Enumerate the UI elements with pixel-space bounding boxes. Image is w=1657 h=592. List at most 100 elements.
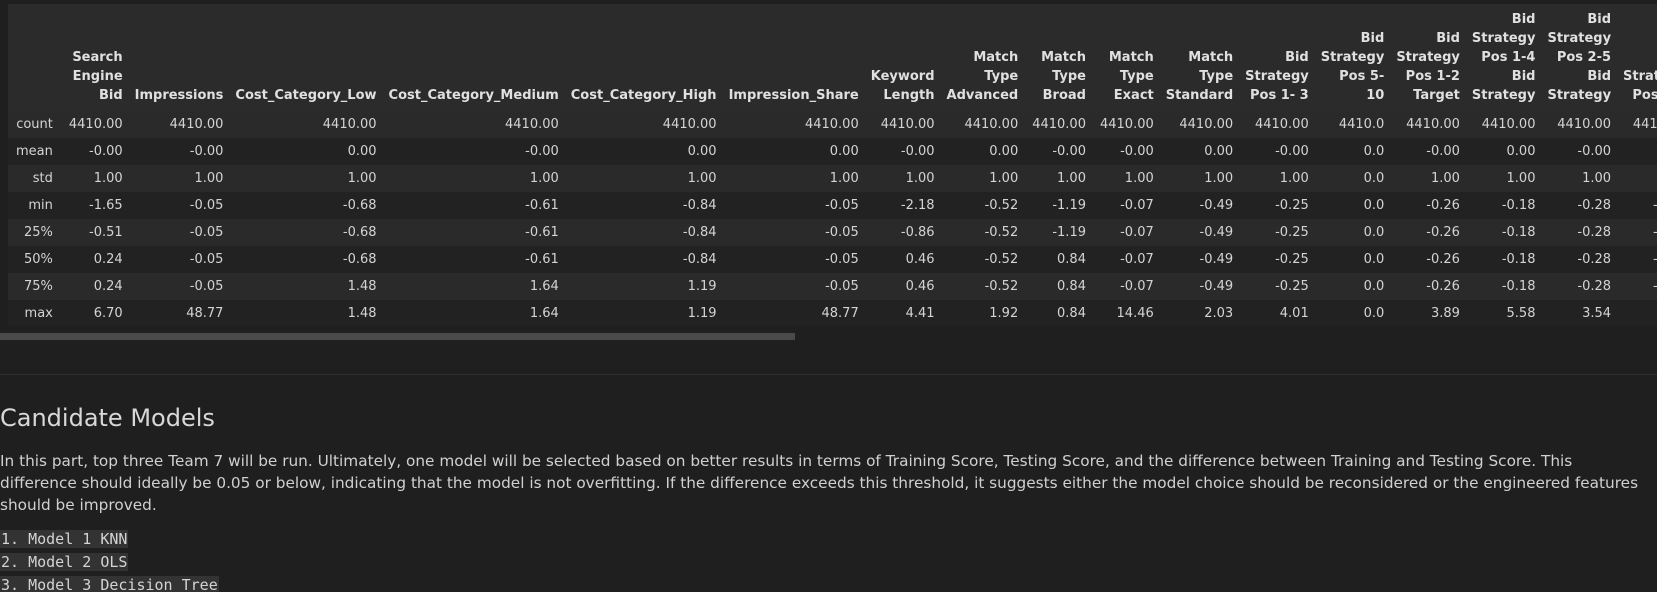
dataframe-container[interactable]: Search Engine Bid Impressions Cost_Categ… — [8, 4, 1657, 326]
table-cell: -0.07 — [1120, 198, 1154, 213]
table-cell: -0.26 — [1426, 279, 1460, 294]
table-cell: -0.61 — [525, 198, 559, 213]
table-cell: 4410.00 — [1254, 117, 1309, 132]
column-header: Cost_Category_Low — [229, 4, 383, 111]
table-cell: 1.00 — [1057, 171, 1086, 186]
table-cell: -0.25 — [1275, 198, 1309, 213]
list-item-code: 1. Model 1 KNN — [0, 530, 129, 548]
table-cell: -0.10 — [1617, 246, 1657, 273]
table-cell: -0.07 — [1120, 279, 1154, 294]
table-cell: -0.61 — [525, 252, 559, 267]
table-cell: 0.46 — [905, 279, 935, 294]
table-cell: -0.05 — [825, 198, 859, 213]
table-cell: -0.05 — [825, 225, 859, 240]
table-cell: -0.07 — [1120, 225, 1154, 240]
table-cell: -1.19 — [1052, 198, 1086, 213]
table-cell: -0.00 — [189, 144, 224, 159]
table-cell: -0.00 — [1275, 144, 1309, 159]
table-cell: -0.68 — [342, 198, 377, 213]
table-cell: -0.07 — [1120, 252, 1154, 267]
table-cell: 5.58 — [1506, 306, 1536, 321]
section-paragraph: In this part, top three Team 7 will be r… — [0, 452, 1639, 514]
list-item-code: 2. Model 2 OLS — [0, 553, 129, 571]
list-item: 1. Model 1 KNN — [0, 528, 1650, 551]
table-cell: 4410.00 — [68, 117, 123, 132]
table-cell: 3.54 — [1582, 306, 1612, 321]
table-cell: -0.49 — [1199, 225, 1234, 240]
column-header: Bid Strategy Pos 3-6 — [1617, 4, 1657, 111]
row-label: 50% — [23, 252, 53, 267]
table-cell: -0.10 — [1617, 273, 1657, 300]
table-cell: 0.00 — [829, 144, 859, 159]
table-cell: 4.41 — [905, 306, 935, 321]
column-header: Impression_Share — [722, 4, 865, 111]
table-cell: 0.0 — [1363, 171, 1385, 186]
column-header: Bid Strategy Pos 2-5 Bid Strategy — [1541, 4, 1618, 111]
model-list: 1. Model 1 KNN 2. Model 2 OLS 3. Model 3… — [0, 528, 1650, 592]
table-cell: -0.18 — [1501, 279, 1536, 294]
column-header: Bid Strategy Pos 5- 10 — [1314, 4, 1391, 111]
table-cell: 1.48 — [347, 279, 377, 294]
list-item: 3. Model 3 Decision Tree — [0, 574, 1650, 592]
table-row: 75% 0.24 -0.05 1.48 1.64 1.19 -0.05 0.46 -0.52 0.… — [8, 273, 1657, 300]
horizontal-scrollbar-thumb[interactable] — [0, 333, 795, 340]
table-cell: 0.84 — [1057, 252, 1086, 267]
table-cell: -2.18 — [900, 198, 935, 213]
table-cell: -0.28 — [1577, 198, 1612, 213]
describe-table: Search Engine Bid Impressions Cost_Categ… — [8, 4, 1657, 326]
table-cell: 0.0 — [1363, 252, 1385, 267]
table-cell: -0.00 — [89, 144, 123, 159]
table-row: std 1.00 1.00 1.00 1.00 1.00 1.00 1.00 1.00 1.00 1… — [8, 165, 1657, 192]
column-header: Match Type Advanced — [940, 4, 1025, 111]
table-cell: -0.18 — [1501, 198, 1536, 213]
table-cell: -0.00 — [1120, 144, 1154, 159]
table-cell: 0.00 — [989, 144, 1019, 159]
table-cell: 4410.00 — [1632, 117, 1657, 132]
table-cell: -1.19 — [1052, 225, 1086, 240]
table-cell: -0.52 — [984, 279, 1019, 294]
table-cell: -0.26 — [1426, 198, 1460, 213]
column-header: Cost_Category_Medium — [382, 4, 565, 111]
table-cell: 48.77 — [186, 306, 224, 321]
row-label: std — [32, 171, 53, 186]
table-cell: 6.70 — [93, 306, 123, 321]
column-header: Keyword Length — [864, 4, 941, 111]
table-cell: -0.84 — [682, 252, 717, 267]
table-cell: 1.00 — [687, 171, 717, 186]
table-cell: -0.68 — [342, 252, 377, 267]
table-cell: 4410.00 — [322, 117, 377, 132]
table-cell: 3.89 — [1430, 306, 1460, 321]
table-cell: -0.00 — [525, 144, 559, 159]
table-cell: 0.00 — [687, 144, 717, 159]
table-cell: 1.64 — [529, 279, 559, 294]
table-cell: 0.0 — [1363, 198, 1385, 213]
table-cell: -0.00 — [1052, 144, 1086, 159]
table-cell: 4410.00 — [1557, 117, 1612, 132]
column-header: Bid Strategy Pos 1- 3 — [1239, 4, 1315, 111]
table-cell: -0.05 — [189, 279, 224, 294]
table-cell: 1.00 — [1430, 171, 1460, 186]
table-cell: -0.52 — [984, 198, 1019, 213]
table-cell: 1.00 — [347, 171, 377, 186]
table-cell: -0.49 — [1199, 252, 1234, 267]
markdown-cell: Candidate Models In this part, top three… — [0, 390, 1650, 592]
section-heading: Candidate Models — [0, 404, 215, 432]
table-row: mean -0.00 -0.00 0.00 -0.00 0.00 0.00 -0.00 0.00… — [8, 138, 1657, 165]
table-row: min -1.65 -0.05 -0.68 -0.61 -0.84 -0.05 -2.18 -0… — [8, 192, 1657, 219]
table-cell: -0.28 — [1577, 225, 1612, 240]
table-cell: 1.19 — [687, 306, 717, 321]
table-cell: 1.48 — [347, 306, 377, 321]
table-cell: 1.00 — [989, 171, 1019, 186]
table-cell: 0.24 — [93, 279, 123, 294]
column-header: Match Type Standard — [1159, 4, 1240, 111]
table-cell: 2.03 — [1204, 306, 1234, 321]
table-cell: -0.00 — [1577, 144, 1612, 159]
column-header: Bid Strategy Pos 1-4 Bid Strategy — [1465, 4, 1542, 111]
table-cell: 0.24 — [93, 252, 123, 267]
table-cell: 1.00 — [93, 171, 123, 186]
column-header: Match Type Exact — [1091, 4, 1160, 111]
table-cell: -0.26 — [1426, 225, 1460, 240]
table-cell: 0.00 — [1617, 138, 1657, 165]
table-cell: 1.00 — [1617, 165, 1657, 192]
